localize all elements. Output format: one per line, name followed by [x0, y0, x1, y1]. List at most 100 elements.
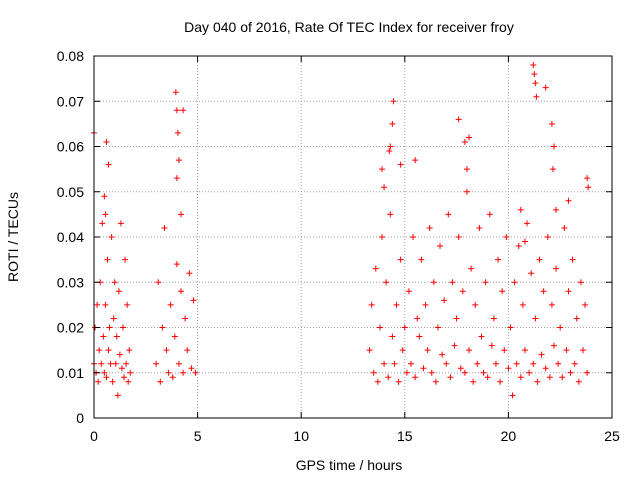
data-point	[109, 378, 116, 385]
y-tick-labels: 0 0.01 0.02 0.03 0.04 0.05 0.06 0.07 0.08	[57, 48, 84, 426]
data-point	[565, 197, 572, 204]
data-point	[386, 148, 393, 155]
data-point	[517, 206, 524, 213]
data-point	[387, 211, 394, 218]
data-point	[368, 301, 375, 308]
data-point	[120, 324, 127, 331]
data-point	[519, 301, 526, 308]
data-point	[579, 347, 586, 354]
data-point	[449, 279, 456, 286]
data-point	[484, 374, 491, 381]
data-point	[478, 333, 485, 340]
data-point	[557, 324, 564, 331]
data-point	[505, 365, 512, 372]
data-point	[531, 71, 538, 78]
data-point	[159, 324, 166, 331]
data-point	[476, 224, 483, 231]
data-point	[488, 342, 495, 349]
data-point	[405, 288, 412, 295]
data-point	[172, 89, 179, 96]
data-point	[370, 369, 377, 376]
data-point	[389, 333, 396, 340]
data-point	[107, 360, 114, 367]
data-point	[105, 161, 112, 168]
data-point	[530, 360, 537, 367]
data-point	[472, 301, 479, 308]
data-point	[96, 347, 103, 354]
data-point	[103, 374, 110, 381]
data-point	[445, 211, 452, 218]
data-point	[118, 365, 125, 372]
data-point	[501, 347, 508, 354]
data-point	[366, 347, 373, 354]
data-point	[153, 360, 160, 367]
data-point	[559, 374, 566, 381]
data-point	[532, 315, 539, 322]
data-point	[492, 360, 499, 367]
data-point	[175, 360, 182, 367]
data-point	[401, 324, 408, 331]
data-point	[575, 378, 582, 385]
data-point	[155, 279, 162, 286]
data-point	[530, 62, 537, 69]
data-point	[515, 243, 522, 250]
data-point	[573, 315, 580, 322]
data-point	[387, 143, 394, 150]
data-point	[123, 360, 130, 367]
data-point	[468, 265, 475, 272]
data-point	[499, 288, 506, 295]
chart-title: Day 040 of 2016, Rate Of TEC Index for r…	[184, 19, 514, 35]
data-point	[127, 369, 134, 376]
data-point	[124, 301, 131, 308]
data-point	[122, 256, 129, 263]
data-point	[101, 193, 108, 200]
y-tick-label: 0.06	[57, 139, 84, 155]
data-point	[389, 120, 396, 127]
y-tick-label: 0.05	[57, 184, 84, 200]
data-point	[461, 369, 468, 376]
x-tick-label: 15	[397, 428, 413, 444]
data-point	[486, 211, 493, 218]
data-point	[410, 234, 417, 240]
data-point	[163, 347, 170, 354]
data-point	[94, 301, 101, 308]
data-point	[453, 315, 460, 322]
data-point	[173, 261, 180, 268]
data-point	[482, 279, 489, 286]
data-point	[517, 374, 524, 381]
data-point	[584, 369, 591, 376]
data-point	[507, 324, 514, 331]
data-point	[561, 224, 568, 231]
data-point	[173, 175, 180, 182]
data-point	[542, 84, 549, 91]
data-point	[536, 256, 543, 263]
data-point	[117, 220, 124, 227]
data-point	[459, 288, 466, 295]
data-point	[178, 211, 185, 218]
data-point	[430, 279, 437, 286]
data-point	[571, 360, 578, 367]
data-point	[114, 392, 121, 399]
data-point	[379, 234, 386, 240]
data-point	[555, 360, 562, 367]
data-point	[480, 369, 487, 376]
data-point	[376, 324, 383, 331]
data-point	[393, 301, 400, 308]
data-point	[157, 378, 164, 385]
data-point	[463, 188, 470, 195]
data-point	[495, 256, 502, 263]
data-point	[190, 297, 197, 304]
data-point	[428, 369, 435, 376]
data-point	[497, 378, 504, 385]
data-point	[548, 120, 555, 127]
y-tick-label: 0.07	[57, 93, 84, 109]
data-point	[379, 166, 386, 173]
data-point	[513, 360, 520, 367]
data-point	[105, 347, 112, 354]
data-point	[416, 333, 423, 340]
data-point	[443, 360, 450, 367]
data-point	[569, 256, 576, 263]
data-point	[503, 234, 510, 240]
data-point	[455, 234, 462, 240]
